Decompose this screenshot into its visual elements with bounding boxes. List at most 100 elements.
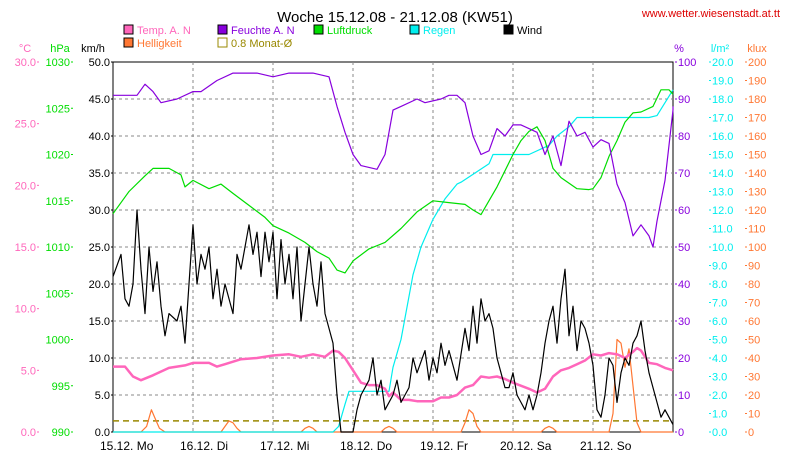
- brightness-tick-label: 20: [748, 390, 760, 402]
- rain-tick-label: 9.0: [712, 261, 727, 273]
- left-axes: 0.0 5.0 10.0 15.0 20.0 25.0 30.0 990 995 1000 1005…: [15, 57, 113, 439]
- rain-tick-label: 1.0: [712, 409, 727, 421]
- humidity-tick-label: 70: [678, 168, 690, 180]
- series-line-brightness: [113, 338, 673, 433]
- x-tick-label: 15.12. Mo: [100, 439, 154, 453]
- x-tick-label: 17.12. Mi: [260, 439, 309, 453]
- humidity-tick-label: 60: [678, 205, 690, 217]
- humidity-tick-label: 40: [678, 279, 690, 291]
- chart-title: Woche 15.12.08 - 21.12.08 (KW51): [277, 9, 513, 26]
- x-tick-label: 16.12. Di: [180, 439, 228, 453]
- temp-tick-label: 5.0: [21, 365, 36, 377]
- axis-unit-labels: °C hPa km/h% l/m² klux: [19, 43, 767, 55]
- legend-label: Feuchte A. N: [231, 25, 295, 37]
- legend-swatch: [123, 37, 134, 48]
- brightness-tick-label: 50: [748, 335, 760, 347]
- rain-tick-label: 2.0: [712, 390, 727, 402]
- legend-item-pressure: Luftdruck: [313, 24, 373, 37]
- rain-tick-label: 16.0: [712, 131, 733, 143]
- temp-tick-label: 10.0: [15, 304, 36, 316]
- wind-unit-label: km/h: [81, 43, 105, 55]
- legend-item-monthly_avg: 0.8 Monat-Ø: [217, 37, 293, 50]
- pressure-tick-label: 1020: [46, 150, 70, 162]
- x-axis-ticks: 15.12. Mo 16.12. Di 17.12. Mi 18.12. Do 19.1…: [100, 439, 632, 453]
- series-line-temp: [113, 346, 674, 403]
- brightness-tick-label: 10: [748, 409, 760, 421]
- brightness-tick-label: 190: [748, 76, 766, 88]
- brightness-tick-label: 70: [748, 298, 760, 310]
- legend-swatch: [217, 37, 228, 48]
- rain-tick-label: 20.0: [712, 57, 733, 69]
- brightness-tick-label: 100: [748, 242, 766, 254]
- brightness-tick-label: 30: [748, 372, 760, 384]
- series-line-wind: [112, 209, 674, 433]
- brightness-tick-label: 0: [748, 427, 754, 439]
- brightness-tick-label: 40: [748, 353, 760, 365]
- rain-tick-label: 19.0: [712, 76, 733, 88]
- legend-item-brightness: Helligkeit: [123, 37, 182, 50]
- right-axes: 01020304050607080901000.01.02.03.04.05.0…: [675, 57, 766, 439]
- wind-tick-label: 0.0: [95, 427, 110, 439]
- wind-tick-label: 50.0: [89, 57, 110, 69]
- legend-swatch: [217, 24, 228, 35]
- rain-tick-label: 15.0: [712, 150, 733, 162]
- rain-tick-label: 5.0: [712, 335, 727, 347]
- humidity-tick-label: 30: [678, 316, 690, 328]
- legend-swatch: [123, 24, 134, 35]
- legend-label: Helligkeit: [137, 38, 182, 50]
- website-link[interactable]: www.wetter.wiesenstadt.at.tt: [641, 8, 780, 20]
- rain-tick-label: 0.0: [712, 427, 727, 439]
- series-line-pressure: [112, 89, 674, 274]
- humidity-tick-label: 90: [678, 94, 690, 106]
- data-series: [112, 72, 674, 433]
- legend-item-rain: Regen: [409, 24, 455, 37]
- brightness-tick-label: 170: [748, 113, 766, 125]
- legend-item-temp: Temp. A. N: [123, 24, 191, 37]
- brightness-tick-label: 140: [748, 168, 766, 180]
- rain-tick-label: 7.0: [712, 298, 727, 310]
- humidity-tick-label: 100: [678, 57, 696, 69]
- wind-tick-label: 10.0: [89, 353, 110, 365]
- rain-tick-label: 4.0: [712, 353, 727, 365]
- rain-tick-label: 14.0: [712, 168, 733, 180]
- brightness-tick-label: 120: [748, 205, 766, 217]
- humidity-tick-label: 50: [678, 242, 690, 254]
- x-tick-label: 19.12. Fr: [420, 439, 468, 453]
- temp-tick-label: 15.0: [15, 242, 36, 254]
- legend-swatch: [409, 24, 420, 35]
- wind-tick-label: 45.0: [89, 94, 110, 106]
- pressure-tick-label: 1000: [46, 335, 70, 347]
- temp-tick-label: 20.0: [15, 180, 36, 192]
- rain-tick-label: 12.0: [712, 205, 733, 217]
- legend-item-humidity: Feuchte A. N: [217, 24, 295, 37]
- temp-tick-label: 30.0: [15, 57, 36, 69]
- series-line-rain: [113, 89, 674, 433]
- legend-item-wind: Wind: [503, 24, 542, 37]
- humidity-tick-label: 0: [678, 427, 684, 439]
- brightness-tick-label: 90: [748, 261, 760, 273]
- wind-tick-label: 25.0: [89, 242, 110, 254]
- x-tick-label: 21.12. So: [580, 439, 632, 453]
- humidity-tick-label: 10: [678, 390, 690, 402]
- legend-label: Temp. A. N: [137, 25, 191, 37]
- pressure-unit-label: hPa: [50, 43, 70, 55]
- temp-tick-label: 0.0: [21, 427, 36, 439]
- rain-tick-label: 10.0: [712, 242, 733, 254]
- legend-swatch: [313, 24, 324, 35]
- wind-tick-label: 15.0: [89, 316, 110, 328]
- legend-swatch: [503, 24, 514, 35]
- x-tick-label: 20.12. Sa: [500, 439, 552, 453]
- legend-label: Regen: [423, 25, 455, 37]
- legend-label: Wind: [517, 25, 542, 37]
- humidity-tick-label: 20: [678, 353, 690, 365]
- humidity-tick-label: 80: [678, 131, 690, 143]
- rain-tick-label: 8.0: [712, 279, 727, 291]
- brightness-tick-label: 80: [748, 279, 760, 291]
- brightness-tick-label: 180: [748, 94, 766, 106]
- pressure-tick-label: 1025: [46, 103, 70, 115]
- temp-tick-label: 25.0: [15, 119, 36, 131]
- brightness-tick-label: 150: [748, 150, 766, 162]
- pressure-tick-label: 990: [52, 427, 70, 439]
- legend-label: 0.8 Monat-Ø: [231, 38, 293, 50]
- brightness-tick-label: 200: [748, 57, 766, 69]
